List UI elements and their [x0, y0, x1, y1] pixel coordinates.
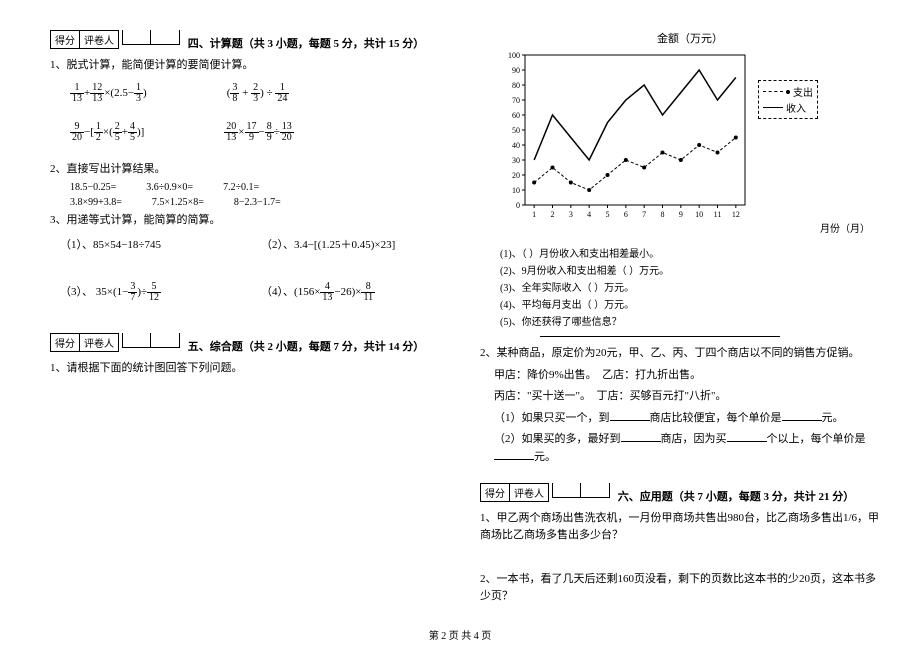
svg-text:70: 70: [512, 96, 520, 105]
page-footer: 第 2 页 共 4 页: [0, 627, 920, 642]
formula-row-1: 113+1213×(2.5−13) (38 + 23) ÷ 124: [70, 83, 450, 104]
svg-text:8: 8: [661, 210, 665, 219]
chart-questions: (1)、（ ）月份收入和支出相差最小。 (2)、9月份收入和支出相差（ ）万元。…: [500, 245, 880, 337]
q5-2-intro: 2、某种商品，原定价为20元，甲、乙、丙、丁四个商店以不同的销售方促销。: [480, 345, 880, 363]
svg-text:100: 100: [508, 51, 520, 60]
q5-2-sub2: （2）如果买的多，最好到商店，因为买个以上，每个单价是元。: [494, 431, 880, 466]
formula-1b: (38 + 23) ÷ 124: [227, 83, 290, 104]
svg-text:6: 6: [624, 210, 628, 219]
svg-text:20: 20: [512, 171, 520, 180]
svg-text:12: 12: [732, 210, 740, 219]
dot-icon: [786, 90, 790, 94]
svg-text:90: 90: [512, 66, 520, 75]
svg-text:10: 10: [512, 186, 520, 195]
q4-3-label: 3、用递等式计算，能简算的简算。: [50, 212, 450, 230]
section6-title: 六、应用题（共 7 小题，每题 3 分，共计 21 分）: [618, 488, 855, 504]
section6-header: 得分 评卷人 六、应用题（共 7 小题，每题 3 分，共计 21 分）: [480, 483, 880, 504]
svg-text:60: 60: [512, 111, 520, 120]
svg-text:5: 5: [606, 210, 610, 219]
score-blank: [123, 30, 151, 44]
q6-2: 2、一本书，看了几天后还剩160页没看，剩下的页数比这本书的少20页，这本书多少…: [480, 571, 880, 606]
section5-title: 五、综合题（共 2 小题，每题 7 分，共计 14 分）: [188, 338, 425, 354]
score-label: 得分: [51, 31, 80, 48]
svg-text:9: 9: [679, 210, 683, 219]
section4-title: 四、计算题（共 3 小题，每题 5 分，共计 15 分）: [188, 35, 425, 51]
chart-legend: 支出 收入: [758, 80, 818, 119]
grader-label: 评卷人: [80, 31, 118, 48]
svg-text:10: 10: [695, 210, 703, 219]
calc-row-2: 3.8×99+3.8= 7.5×1.25×8= 8−2.3−1.7=: [70, 197, 450, 208]
chart: 金额（万元） 010203040506070809010012345678910…: [500, 30, 880, 235]
dash-icon: [763, 91, 783, 92]
sub4: （4）、(156×413−26)×811: [261, 282, 375, 303]
line-chart: 0102030405060708090100123456789101112: [500, 50, 750, 220]
q4-1-label: 1、脱式计算，能简便计算的要简便计算。: [50, 57, 450, 75]
svg-text:11: 11: [714, 210, 722, 219]
svg-text:1: 1: [532, 210, 536, 219]
sub-row-1: （1）、85×54−18÷745 （2）、3.4−[(1.25＋0.45)×23…: [60, 236, 450, 252]
sub3: （3）、 35×(1−37)÷512: [60, 282, 161, 303]
svg-text:2: 2: [551, 210, 555, 219]
svg-text:50: 50: [512, 126, 520, 135]
chart-amount-label: 金额（万元）: [500, 30, 880, 46]
svg-text:80: 80: [512, 81, 520, 90]
section5-header: 得分 评卷人 五、综合题（共 2 小题，每题 7 分，共计 14 分）: [50, 333, 450, 354]
q5-2-line2: 丙店："买十送一"。 丁店：买够百元打"八折"。: [494, 388, 880, 406]
score-box-5: 得分 评卷人: [50, 333, 180, 354]
score-box: 得分 评卷人: [50, 30, 180, 51]
grader-blank: [151, 30, 179, 44]
formula-row-2: 920−[12×(25+45)] 2013×179−89÷1320: [70, 122, 450, 143]
score-box-6: 得分 评卷人: [480, 483, 610, 504]
section4-header: 得分 评卷人 四、计算题（共 3 小题，每题 5 分，共计 15 分）: [50, 30, 450, 51]
formula-1a: 113+1213×(2.5−13): [70, 83, 147, 104]
formula-2b: 2013×179−89÷1320: [224, 122, 293, 143]
right-column: 金额（万元） 010203040506070809010012345678910…: [480, 30, 880, 610]
calc-row-1: 18.5−0.25= 3.6÷0.9×0= 7.2÷0.1=: [70, 182, 450, 193]
q4-2-label: 2、直接写出计算结果。: [50, 161, 450, 179]
q5-2-line1: 甲店：降价9%出售。 乙店：打九折出售。: [494, 367, 880, 385]
line-icon: [763, 107, 783, 108]
svg-text:4: 4: [587, 210, 591, 219]
answer-line: [540, 336, 780, 337]
svg-text:40: 40: [512, 141, 520, 150]
sub-row-2: （3）、 35×(1−37)÷512 （4）、(156×413−26)×811: [60, 282, 450, 303]
svg-text:7: 7: [642, 210, 646, 219]
svg-text:3: 3: [569, 210, 573, 219]
svg-text:30: 30: [512, 156, 520, 165]
chart-month-label: 月份（月）: [500, 220, 870, 235]
svg-text:0: 0: [516, 201, 520, 210]
formula-2a: 920−[12×(25+45)]: [70, 122, 144, 143]
q5-1: 1、请根据下面的统计图回答下列问题。: [50, 360, 450, 378]
left-column: 得分 评卷人 四、计算题（共 3 小题，每题 5 分，共计 15 分） 1、脱式…: [50, 30, 450, 610]
q5-2-sub1: （1）如果只买一个，到商店比较便宜，每个单价是元。: [494, 410, 880, 428]
q6-1: 1、甲乙两个商场出售洗衣机，一月份甲商场共售出980台，比乙商场多售出1/6，甲…: [480, 510, 880, 545]
